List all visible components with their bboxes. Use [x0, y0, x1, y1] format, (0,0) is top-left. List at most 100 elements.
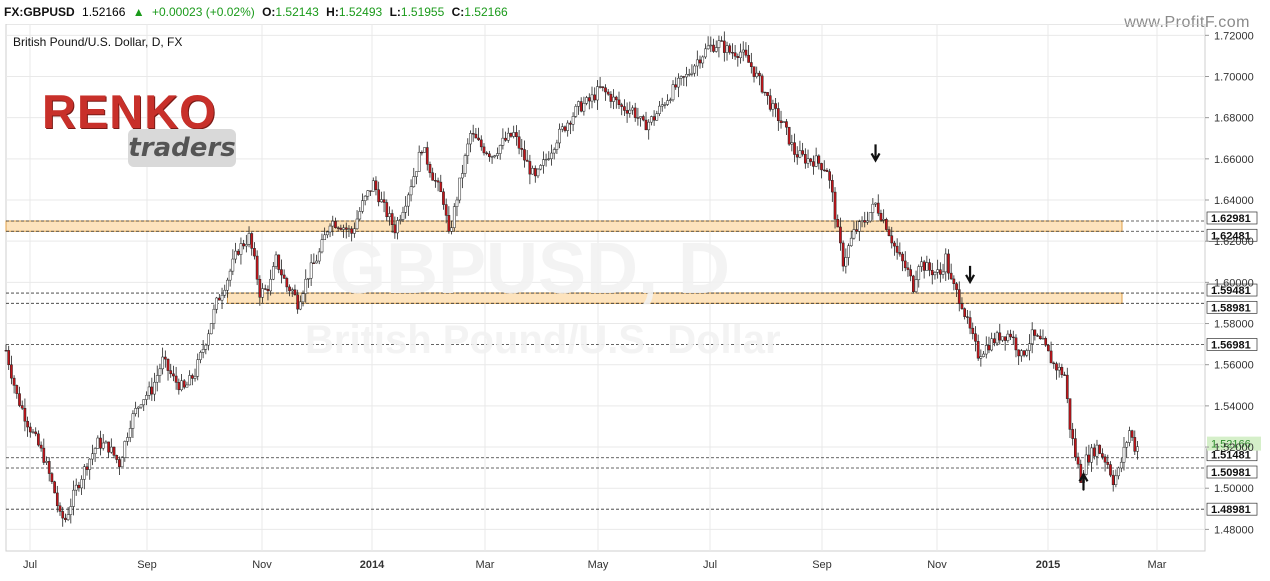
candle-body: [263, 288, 267, 290]
level-label-box: [1206, 283, 1258, 297]
candle-body: [1041, 338, 1045, 340]
candle-body: [404, 205, 408, 213]
y-tick-label: 1.58000: [1214, 319, 1254, 331]
candle-body: [112, 446, 116, 456]
candle-body: [15, 385, 19, 394]
candle-body: [85, 466, 89, 470]
candle-body: [1009, 333, 1012, 338]
candle-body: [290, 289, 294, 292]
candle-body: [190, 375, 194, 379]
candle-body: [590, 94, 594, 102]
candle-body: [488, 153, 491, 158]
candle-body: [839, 226, 842, 244]
candle-body: [893, 242, 896, 247]
x-tick-label: Jul: [703, 559, 717, 571]
x-tick-label: Mar: [1148, 559, 1167, 571]
price-chart[interactable]: 1.62981 1.62481 1.59481 1.58981 1.56981 1.514…: [0, 24, 1270, 581]
candle-body: [531, 168, 534, 175]
candle-body: [976, 341, 980, 359]
low-value: 1.51955: [400, 5, 445, 19]
candle-body: [1006, 333, 1010, 341]
candle-body: [193, 375, 197, 379]
candle-body: [107, 441, 110, 453]
candle-body: [455, 199, 459, 207]
candle-body: [458, 177, 462, 201]
candle-body: [512, 132, 516, 137]
price-levels: 1.62981 1.62481 1.59481 1.58981 1.56981 1.514…: [6, 211, 1261, 516]
candle-body: [336, 227, 340, 229]
candle-body: [803, 154, 807, 164]
candle-body: [658, 105, 661, 114]
candle-body: [957, 289, 961, 305]
arrow-down-icon: [965, 265, 976, 285]
candle-body: [142, 399, 146, 406]
symbol-label[interactable]: FX:GBPUSD: [4, 5, 75, 19]
candle-body: [298, 301, 302, 310]
candle-body: [925, 262, 929, 271]
candle-body: [109, 446, 113, 453]
candle-body: [1063, 374, 1066, 376]
candle-body: [61, 511, 65, 519]
candle-body: [933, 272, 937, 276]
candle-body: [177, 382, 181, 391]
candle-body: [407, 194, 410, 207]
candle-body: [234, 250, 237, 260]
candle-body: [1028, 343, 1031, 351]
candle-body: [636, 117, 640, 119]
candle-body: [1122, 446, 1126, 463]
candle-body: [369, 190, 372, 192]
candle-body: [901, 253, 904, 262]
candle-body: [415, 171, 418, 177]
candle-body: [1033, 329, 1037, 336]
candle-body: [990, 338, 994, 351]
candle-body: [714, 47, 718, 52]
candle-body: [328, 225, 332, 233]
candle-body: [1011, 336, 1015, 339]
candle-body: [660, 104, 664, 107]
candle-body: [998, 332, 1002, 341]
candle-body: [1090, 447, 1093, 463]
signal-arrows: [870, 144, 1089, 491]
candle-body: [701, 56, 705, 64]
candle-body: [450, 227, 453, 232]
candle-body: [247, 233, 251, 245]
candle-body: [131, 413, 135, 429]
candle-body: [350, 228, 354, 234]
candle-body: [1068, 398, 1072, 430]
candle-body: [134, 408, 137, 414]
candle-body: [979, 356, 983, 359]
candle-body: [334, 220, 337, 228]
candle-body: [353, 228, 356, 234]
candle-body: [409, 186, 413, 196]
candle-body: [377, 189, 381, 203]
candle-body: [966, 316, 969, 318]
candle-body: [253, 248, 256, 257]
candle-body: [37, 433, 40, 446]
candle-body: [577, 101, 580, 107]
candle-body: [720, 40, 723, 42]
level-label: 1.58981: [1211, 302, 1251, 314]
candle-body: [704, 48, 707, 58]
candle-body: [242, 243, 245, 247]
candle-body: [169, 370, 173, 375]
candle-body: [479, 139, 483, 148]
candle-body: [930, 270, 934, 276]
candle-body: [136, 406, 140, 409]
candle-body: [477, 137, 480, 141]
x-tick-label: 2015: [1036, 559, 1060, 571]
candle-body: [55, 492, 59, 507]
candle-body: [763, 91, 767, 94]
candle-body: [1095, 444, 1099, 457]
candle-body: [442, 191, 445, 205]
candle-body: [452, 206, 456, 228]
candle-body: [782, 121, 786, 123]
candle-body: [1111, 474, 1115, 485]
candle-body: [722, 40, 726, 53]
candle-body: [736, 55, 740, 58]
candle-body: [434, 180, 437, 182]
candle-body: [293, 289, 297, 296]
candle-body: [374, 180, 378, 191]
candle-body: [949, 272, 953, 280]
candle-body: [215, 297, 218, 310]
candle-body: [1101, 453, 1104, 458]
